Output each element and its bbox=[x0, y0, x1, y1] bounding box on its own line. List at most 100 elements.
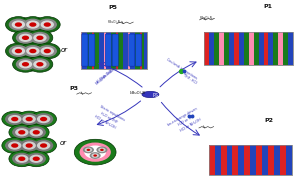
Circle shape bbox=[38, 45, 57, 57]
Circle shape bbox=[74, 139, 116, 165]
Circle shape bbox=[22, 36, 29, 40]
Circle shape bbox=[2, 111, 28, 127]
Circle shape bbox=[22, 115, 36, 123]
Circle shape bbox=[18, 156, 25, 161]
Bar bbox=[274, 32, 278, 65]
Circle shape bbox=[29, 155, 43, 163]
Circle shape bbox=[26, 20, 40, 29]
Bar bbox=[283, 32, 288, 65]
Bar bbox=[83, 32, 87, 69]
Circle shape bbox=[11, 117, 18, 121]
Bar bbox=[209, 32, 214, 65]
Bar bbox=[262, 145, 268, 175]
Text: (tBuO)₂N—: (tBuO)₂N— bbox=[200, 16, 216, 20]
Text: (tBuO)₂N—: (tBuO)₂N— bbox=[108, 20, 124, 24]
Circle shape bbox=[33, 130, 40, 135]
Circle shape bbox=[9, 124, 35, 140]
FancyBboxPatch shape bbox=[129, 34, 135, 66]
Circle shape bbox=[12, 20, 25, 29]
Circle shape bbox=[9, 151, 35, 167]
Bar bbox=[104, 32, 106, 69]
Circle shape bbox=[16, 111, 42, 127]
Circle shape bbox=[5, 113, 25, 125]
Bar bbox=[118, 32, 123, 69]
Bar bbox=[234, 32, 239, 65]
Bar bbox=[263, 32, 268, 65]
Circle shape bbox=[30, 58, 50, 70]
Bar bbox=[111, 32, 116, 69]
Bar bbox=[80, 32, 147, 69]
Bar bbox=[215, 145, 221, 175]
Circle shape bbox=[84, 146, 106, 159]
Bar bbox=[209, 145, 292, 175]
Circle shape bbox=[23, 151, 49, 167]
Circle shape bbox=[23, 45, 42, 57]
Circle shape bbox=[11, 143, 18, 148]
Text: P1: P1 bbox=[263, 4, 273, 9]
Text: (tBuO)₂B: (tBuO)₂B bbox=[130, 91, 146, 95]
Circle shape bbox=[31, 111, 56, 127]
Circle shape bbox=[30, 32, 50, 44]
Circle shape bbox=[20, 43, 46, 59]
FancyBboxPatch shape bbox=[89, 34, 95, 66]
Bar bbox=[92, 32, 94, 69]
Bar bbox=[256, 145, 262, 175]
Circle shape bbox=[15, 128, 29, 136]
Circle shape bbox=[6, 17, 31, 33]
Circle shape bbox=[12, 153, 31, 165]
Circle shape bbox=[36, 62, 44, 67]
Circle shape bbox=[34, 139, 53, 152]
Text: H₂O or THF: H₂O or THF bbox=[177, 114, 196, 127]
Circle shape bbox=[25, 117, 33, 121]
FancyBboxPatch shape bbox=[136, 34, 142, 66]
Circle shape bbox=[23, 19, 42, 30]
Circle shape bbox=[23, 124, 49, 140]
Circle shape bbox=[9, 45, 28, 57]
Circle shape bbox=[26, 47, 40, 55]
Bar bbox=[254, 32, 258, 65]
Circle shape bbox=[12, 47, 25, 55]
Circle shape bbox=[20, 17, 46, 33]
Bar bbox=[268, 145, 274, 175]
Text: H-bonding: H-bonding bbox=[101, 65, 119, 80]
Bar bbox=[142, 32, 144, 69]
Bar bbox=[258, 32, 263, 65]
Circle shape bbox=[83, 146, 94, 153]
Text: Cl⁻: Cl⁻ bbox=[182, 71, 189, 77]
Circle shape bbox=[34, 113, 53, 125]
Circle shape bbox=[8, 141, 21, 150]
Bar bbox=[280, 145, 286, 175]
Circle shape bbox=[29, 22, 37, 27]
Bar bbox=[140, 32, 142, 69]
Bar bbox=[123, 32, 128, 69]
Circle shape bbox=[34, 43, 60, 59]
Circle shape bbox=[16, 138, 42, 153]
FancyBboxPatch shape bbox=[82, 34, 88, 66]
Circle shape bbox=[33, 60, 47, 68]
Bar bbox=[274, 145, 280, 175]
Circle shape bbox=[98, 148, 106, 152]
Circle shape bbox=[20, 113, 39, 125]
Bar bbox=[135, 32, 140, 69]
Circle shape bbox=[87, 149, 90, 151]
Circle shape bbox=[41, 47, 54, 55]
Text: P2: P2 bbox=[264, 119, 273, 123]
Bar bbox=[250, 145, 256, 175]
Bar bbox=[99, 32, 104, 69]
Circle shape bbox=[40, 143, 47, 148]
Bar bbox=[128, 32, 130, 69]
Circle shape bbox=[12, 126, 31, 138]
Circle shape bbox=[9, 19, 28, 30]
Text: P3: P3 bbox=[69, 86, 78, 91]
Bar bbox=[227, 145, 232, 175]
Circle shape bbox=[22, 141, 36, 150]
Circle shape bbox=[31, 138, 56, 153]
Bar bbox=[130, 32, 135, 69]
Bar bbox=[229, 32, 234, 65]
Circle shape bbox=[8, 115, 21, 123]
Circle shape bbox=[19, 60, 32, 68]
Circle shape bbox=[33, 34, 47, 42]
Circle shape bbox=[15, 155, 29, 163]
Circle shape bbox=[6, 43, 31, 59]
Circle shape bbox=[5, 139, 25, 152]
